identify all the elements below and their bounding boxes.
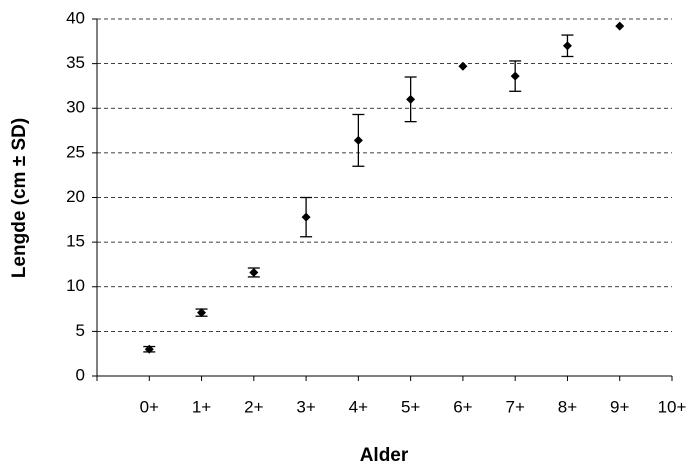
data-point — [353, 135, 363, 145]
y-tick-label: 20 — [66, 187, 85, 206]
x-tick-label: 9+ — [610, 397, 629, 416]
y-tick-label: 5 — [76, 321, 85, 340]
data-point — [144, 344, 154, 354]
x-tick-label: 8+ — [558, 397, 577, 416]
data-point — [301, 212, 311, 222]
x-tick-label: 0+ — [140, 397, 159, 416]
x-tick-label: 1+ — [192, 397, 211, 416]
y-tick-label: 10 — [66, 276, 85, 295]
y-tick-label: 0 — [76, 365, 85, 384]
x-tick-label: 2+ — [244, 397, 263, 416]
x-tick-label: 3+ — [296, 397, 315, 416]
x-tick-label: 4+ — [349, 397, 368, 416]
data-point — [406, 94, 416, 104]
data-point — [197, 308, 207, 318]
data-point — [615, 21, 625, 31]
y-tick-label: 35 — [66, 53, 85, 72]
y-tick-label: 40 — [66, 8, 85, 27]
x-tick-label: 6+ — [453, 397, 472, 416]
y-tick-label: 25 — [66, 142, 85, 161]
data-point — [458, 61, 468, 71]
x-tick-label: 5+ — [401, 397, 420, 416]
x-tick-label: 10+ — [658, 397, 687, 416]
data-point — [249, 267, 259, 277]
y-tick-label: 15 — [66, 232, 85, 251]
x-tick-label: 7+ — [505, 397, 524, 416]
x-axis-title: Alder — [360, 445, 409, 466]
data-point — [562, 41, 572, 51]
y-tick-label: 30 — [66, 98, 85, 117]
data-point — [510, 71, 520, 81]
y-axis-title: Lengde (cm ± SD) — [9, 118, 30, 278]
